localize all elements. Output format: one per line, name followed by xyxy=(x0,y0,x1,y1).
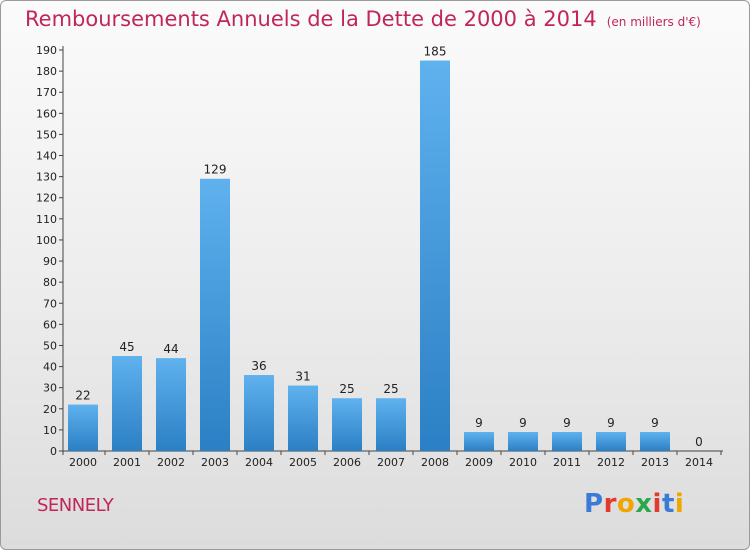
data-label: 0 xyxy=(695,435,703,449)
y-tick-label: 100 xyxy=(36,234,57,247)
logo-letter: i xyxy=(652,489,662,519)
y-tick-label: 90 xyxy=(43,255,57,268)
bar xyxy=(288,385,318,451)
data-label: 9 xyxy=(519,416,527,430)
data-label: 22 xyxy=(75,389,90,403)
proxiti-logo: Proxiti xyxy=(584,489,684,519)
data-label: 129 xyxy=(204,163,227,177)
x-tick-label: 2007 xyxy=(377,456,405,469)
data-label: 9 xyxy=(607,416,615,430)
bar xyxy=(376,398,406,451)
x-tick-label: 2012 xyxy=(597,456,625,469)
y-tick-label: 80 xyxy=(43,276,57,289)
x-tick-label: 2001 xyxy=(113,456,141,469)
logo-letter: P xyxy=(584,489,604,519)
data-label: 9 xyxy=(475,416,483,430)
logo-letter: i xyxy=(674,489,685,519)
axes: 0102030405060708090100110120130140150160… xyxy=(36,44,723,469)
y-tick-label: 0 xyxy=(50,445,57,458)
bar xyxy=(244,375,274,451)
title-text: Remboursements Annuels de la Dette de 20… xyxy=(25,7,597,31)
y-tick-label: 160 xyxy=(36,107,57,120)
x-tick-label: 2009 xyxy=(465,456,493,469)
logo-letter: r xyxy=(603,489,617,519)
data-label: 31 xyxy=(295,370,310,384)
x-tick-label: 2002 xyxy=(157,456,185,469)
y-tick-label: 40 xyxy=(43,361,57,374)
title-unit: (en milliers d'€) xyxy=(606,15,701,29)
x-tick-label: 2013 xyxy=(641,456,669,469)
y-tick-label: 110 xyxy=(36,213,57,226)
logo-letter: o xyxy=(616,489,636,519)
bars xyxy=(68,60,670,451)
bar xyxy=(420,60,450,451)
x-tick-label: 2014 xyxy=(685,456,713,469)
y-tick-label: 10 xyxy=(43,424,57,437)
data-label: 44 xyxy=(163,342,178,356)
data-label: 9 xyxy=(563,416,571,430)
commune-name: SENNELY xyxy=(37,495,114,516)
y-tick-label: 60 xyxy=(43,318,57,331)
bar xyxy=(640,432,670,451)
y-tick-label: 70 xyxy=(43,297,57,310)
logo-letter: t xyxy=(661,489,675,519)
y-tick-label: 120 xyxy=(36,192,57,205)
bar xyxy=(508,432,538,451)
y-tick-label: 140 xyxy=(36,150,57,163)
bar xyxy=(464,432,494,451)
data-label: 9 xyxy=(651,416,659,430)
y-tick-label: 170 xyxy=(36,86,57,99)
x-tick-label: 2006 xyxy=(333,456,361,469)
y-tick-label: 50 xyxy=(43,339,57,352)
x-tick-label: 2005 xyxy=(289,456,317,469)
data-label: 45 xyxy=(119,340,134,354)
logo-letter: x xyxy=(635,489,653,519)
x-tick-label: 2004 xyxy=(245,456,273,469)
y-tick-label: 180 xyxy=(36,65,57,78)
bar xyxy=(112,356,142,451)
y-tick-label: 190 xyxy=(36,44,57,57)
x-tick-label: 2008 xyxy=(421,456,449,469)
data-label: 25 xyxy=(339,382,354,396)
data-label: 185 xyxy=(424,45,447,59)
bar xyxy=(156,358,186,451)
x-tick-label: 2010 xyxy=(509,456,537,469)
value-labels: 22 45 44 129 36 31 25 25 185 9 9 9 9 9 0 xyxy=(75,45,702,449)
x-tick-label: 2003 xyxy=(201,456,229,469)
bar xyxy=(200,178,230,451)
data-label: 25 xyxy=(383,382,398,396)
bar xyxy=(552,432,582,451)
y-tick-label: 30 xyxy=(43,382,57,395)
bar xyxy=(332,398,362,451)
bar xyxy=(596,432,626,451)
bar xyxy=(68,404,98,451)
x-tick-label: 2011 xyxy=(553,456,581,469)
y-tick-label: 130 xyxy=(36,171,57,184)
y-tick-label: 150 xyxy=(36,128,57,141)
data-label: 36 xyxy=(251,359,266,373)
y-tick-label: 20 xyxy=(43,403,57,416)
x-tick-label: 2000 xyxy=(69,456,97,469)
chart-title: Remboursements Annuels de la Dette de 20… xyxy=(25,7,701,31)
